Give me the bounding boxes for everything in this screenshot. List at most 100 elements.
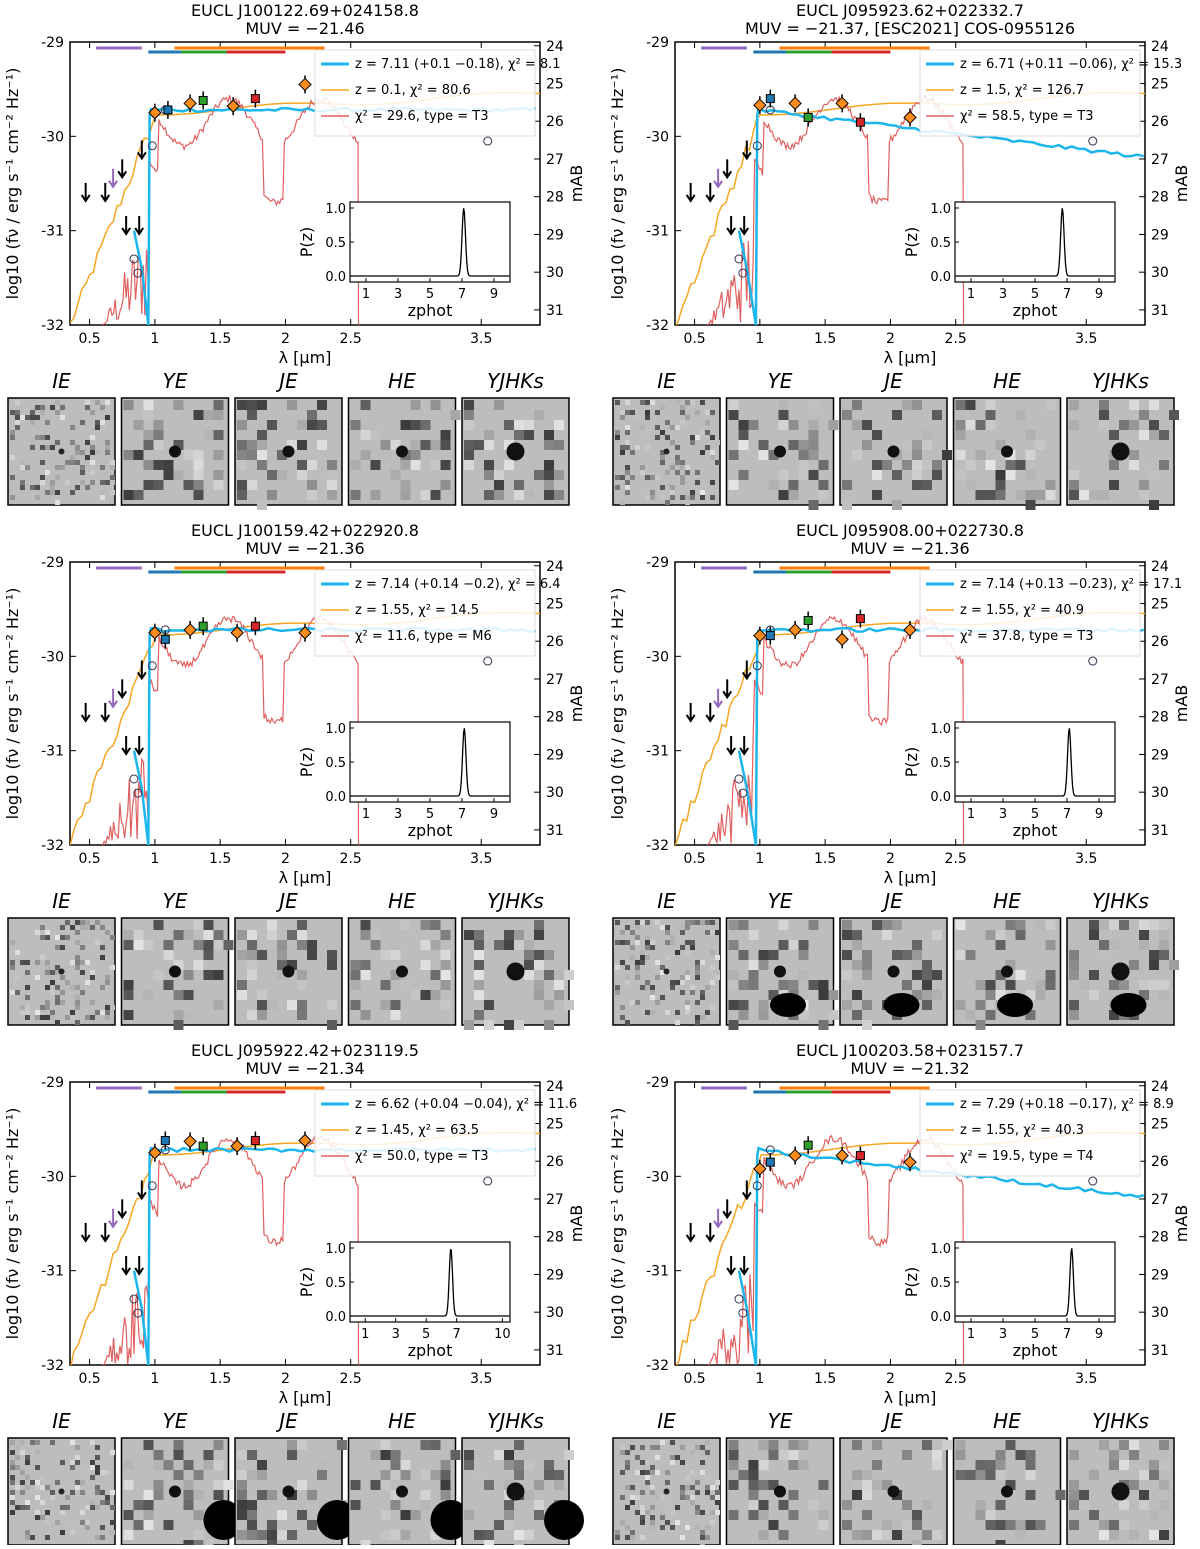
noise-pixel (75, 460, 80, 465)
noise-pixel (203, 950, 214, 960)
noise-pixel (1159, 990, 1169, 1000)
noise-pixel (35, 930, 40, 935)
x-axis-label: λ [μm] (279, 1388, 332, 1407)
noise-pixel (715, 1480, 720, 1485)
noise-pixel (828, 990, 839, 1000)
noise-pixel (247, 450, 257, 460)
noise-pixel (20, 480, 25, 485)
noise-pixel (110, 1005, 115, 1010)
noise-pixel (852, 1490, 862, 1500)
cutout-label: YJHKs (1092, 369, 1149, 393)
noise-pixel (758, 1500, 769, 1510)
cutout-label: HE (993, 889, 1021, 913)
noise-pixel (705, 920, 710, 925)
noise-pixel (798, 950, 809, 960)
noise-pixel (90, 1465, 95, 1470)
cutout-label: JE (880, 889, 903, 913)
noise-pixel (685, 495, 690, 500)
noise-pixel (80, 1510, 85, 1515)
noise-pixel (695, 435, 700, 440)
noise-pixel (645, 1510, 650, 1515)
inset-ytick-label: 1.0 (930, 1242, 951, 1257)
model-photometry-circle (734, 1294, 744, 1304)
noise-pixel (1025, 450, 1036, 460)
inset-xtick-label: 9 (1095, 1327, 1103, 1342)
noise-pixel (1005, 1520, 1016, 1530)
noise-pixel (464, 450, 474, 460)
noise-pixel (975, 1000, 986, 1010)
noise-pixel (685, 975, 690, 980)
noise-pixel (640, 465, 645, 470)
noise-pixel (55, 965, 60, 970)
mag-tick-label: 26 (1151, 634, 1169, 650)
noise-pixel (705, 1525, 710, 1530)
noise-pixel (400, 490, 411, 500)
noise-pixel (1159, 1440, 1169, 1450)
photometry-square (803, 615, 813, 625)
noise-pixel (360, 430, 371, 440)
noise-pixel (862, 1470, 872, 1480)
mag-tick-label: 30 (1151, 785, 1169, 801)
target-source (169, 1485, 181, 1498)
model-photometry-circle (133, 788, 143, 798)
noise-pixel (995, 480, 1006, 490)
noise-pixel (20, 1470, 25, 1475)
noise-pixel (700, 1535, 705, 1540)
noise-pixel (1025, 1470, 1036, 1480)
noise-pixel (1089, 990, 1099, 1000)
noise-pixel (484, 1540, 494, 1549)
noise-pixel (95, 480, 100, 485)
noise-pixel (237, 950, 247, 960)
noise-pixel (680, 465, 685, 470)
noise-pixel (40, 445, 45, 450)
noise-pixel (183, 1540, 194, 1549)
noise-pixel (524, 1490, 534, 1500)
noise-pixel (705, 1475, 710, 1480)
noise-pixel (685, 920, 690, 925)
photometry-diamond (183, 96, 197, 111)
inset-xtick-label: 7 (1063, 807, 1071, 822)
noise-pixel (1109, 940, 1119, 950)
upper-limit-arrowhead (739, 747, 750, 756)
noise-pixel (390, 470, 401, 480)
noise-pixel (237, 990, 247, 1000)
noise-pixel (287, 1530, 297, 1540)
model-photometry-circle (738, 1308, 748, 1318)
noise-pixel (430, 400, 441, 410)
noise-pixel (985, 490, 996, 500)
target-source (282, 1485, 295, 1498)
noise-pixel (768, 1480, 779, 1490)
noise-pixel (55, 475, 60, 480)
noise-pixel (640, 425, 645, 430)
noise-pixel (307, 1520, 317, 1530)
noise-pixel (40, 1515, 45, 1520)
noise-pixel (670, 465, 675, 470)
noise-pixel (1139, 430, 1149, 440)
noise-pixel (685, 1525, 690, 1530)
noise-pixel (25, 1455, 30, 1460)
noise-pixel (892, 1520, 902, 1530)
target-source (506, 962, 525, 981)
noise-pixel (768, 1450, 779, 1460)
noise-pixel (95, 450, 100, 455)
mag-tick-label: 27 (1151, 1192, 1169, 1208)
noise-pixel (650, 490, 655, 495)
noise-pixel (40, 1015, 45, 1020)
noise-pixel (852, 1010, 862, 1020)
noise-pixel (35, 975, 40, 980)
noise-pixel (237, 490, 247, 500)
noise-pixel (247, 940, 257, 950)
noise-pixel (710, 450, 715, 455)
noise-pixel (163, 470, 174, 480)
noise-pixel (474, 1470, 484, 1480)
noise-pixel (75, 955, 80, 960)
noise-pixel (670, 1525, 675, 1530)
noise-pixel (1129, 450, 1139, 460)
noise-pixel (35, 1450, 40, 1455)
noise-pixel (630, 450, 635, 455)
noise-pixel (1159, 980, 1169, 990)
noise-pixel (680, 405, 685, 410)
noise-pixel (1045, 480, 1056, 490)
noise-pixel (410, 420, 421, 430)
x-axis-label: λ [μm] (884, 868, 937, 887)
